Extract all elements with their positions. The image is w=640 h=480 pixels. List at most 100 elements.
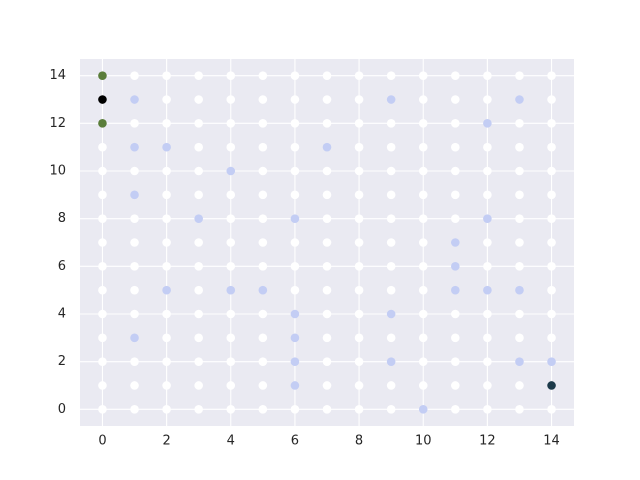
point: [483, 309, 492, 319]
point: [354, 285, 364, 295]
point: [194, 142, 203, 152]
point: [418, 357, 428, 366]
point: [418, 285, 428, 295]
point: [194, 119, 203, 128]
point: [162, 262, 171, 271]
point: [386, 357, 396, 366]
point: [194, 214, 203, 223]
point: [226, 95, 236, 104]
point: [98, 262, 107, 271]
point: [322, 119, 332, 128]
point: [130, 381, 139, 390]
point: [451, 166, 460, 176]
point: [354, 166, 364, 176]
point: [418, 333, 428, 343]
point: [418, 142, 428, 152]
point: [130, 71, 139, 80]
point: [226, 166, 236, 176]
point: [162, 238, 171, 247]
point: [258, 309, 268, 319]
point: [418, 71, 428, 80]
point: [194, 309, 203, 319]
point: [258, 119, 268, 128]
point: [290, 285, 300, 295]
point: [386, 381, 396, 390]
point: [418, 214, 428, 223]
point: [418, 95, 428, 104]
point: [483, 214, 492, 223]
point: [322, 285, 332, 295]
point: [354, 405, 364, 414]
point: [483, 166, 492, 176]
point: [290, 262, 300, 271]
point: [386, 119, 396, 128]
point: [162, 95, 171, 104]
point: [386, 166, 396, 176]
point: [226, 214, 236, 223]
point: [483, 71, 492, 80]
point: [483, 119, 492, 128]
point: [98, 285, 107, 295]
point: [290, 357, 300, 366]
point: [130, 166, 139, 176]
point: [354, 262, 364, 271]
point: [322, 262, 332, 271]
point: [162, 119, 171, 128]
point: [162, 333, 171, 343]
point: [226, 142, 236, 152]
point: [322, 381, 332, 390]
point: [258, 238, 268, 247]
point: [290, 71, 300, 80]
point: [162, 357, 171, 366]
point: [130, 95, 139, 104]
point: [162, 405, 171, 414]
point: [226, 71, 236, 80]
point: [258, 166, 268, 176]
point: [483, 357, 492, 366]
y-tick-label: 8: [58, 211, 66, 226]
point: [354, 119, 364, 128]
point: [483, 190, 492, 200]
point: [418, 238, 428, 247]
point: [386, 142, 396, 152]
point: [130, 190, 139, 200]
point: [483, 381, 492, 390]
point: [418, 309, 428, 319]
y-tick-label: 14: [49, 68, 66, 83]
point: [322, 214, 332, 223]
point: [547, 262, 556, 271]
point: [322, 333, 332, 343]
point: [386, 190, 396, 200]
point: [418, 119, 428, 128]
point: [194, 381, 203, 390]
point: [162, 142, 171, 152]
point: [258, 262, 268, 271]
point: [322, 238, 332, 247]
point: [226, 309, 236, 319]
point: [258, 71, 268, 80]
point: [98, 214, 107, 223]
point: [386, 71, 396, 80]
point: [290, 142, 300, 152]
point: [162, 214, 171, 223]
point: [547, 381, 556, 390]
point: [483, 142, 492, 152]
point: [515, 166, 524, 176]
point: [98, 309, 107, 319]
point: [354, 309, 364, 319]
point: [226, 357, 236, 366]
point: [290, 166, 300, 176]
point: [194, 190, 203, 200]
point: [354, 142, 364, 152]
point: [290, 95, 300, 104]
point: [290, 190, 300, 200]
point: [258, 357, 268, 366]
point: [515, 333, 524, 343]
point: [515, 214, 524, 223]
point: [258, 142, 268, 152]
x-tick-label: 12: [479, 434, 496, 449]
point: [162, 381, 171, 390]
x-tick-label: 0: [98, 434, 106, 449]
point: [194, 285, 203, 295]
point: [194, 262, 203, 271]
